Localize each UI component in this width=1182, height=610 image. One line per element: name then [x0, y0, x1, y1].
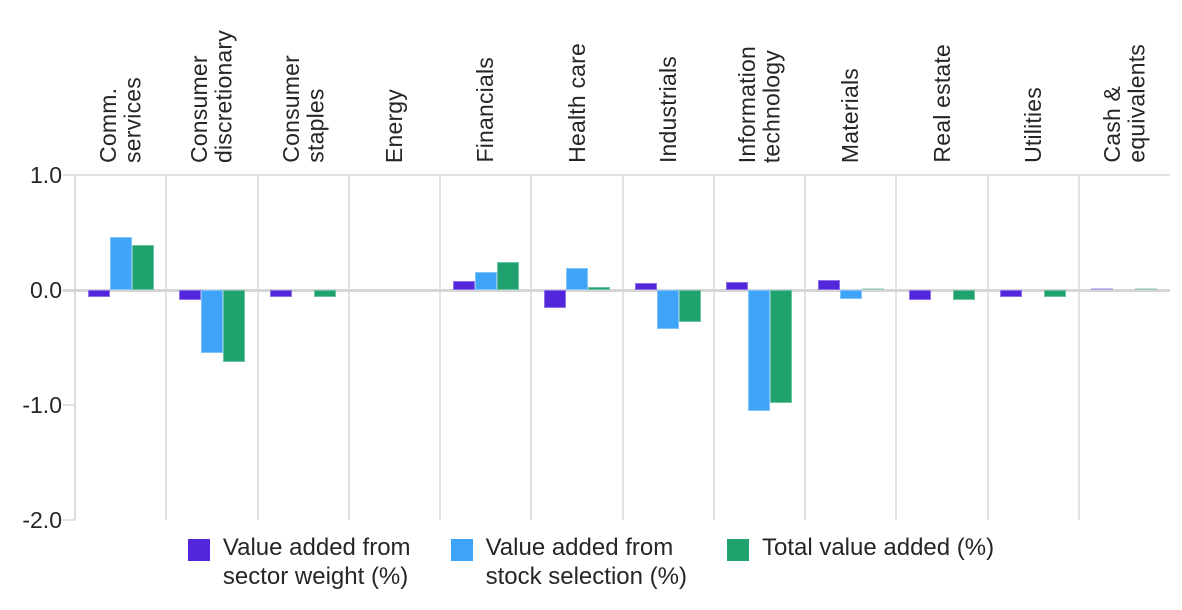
y-tick-label: 1.0	[30, 162, 62, 188]
bar-sector-weight-real-estate	[908, 290, 931, 301]
category-separator	[712, 175, 715, 520]
bar-total-value-added-utilities	[1044, 290, 1067, 297]
category-cell: Financials	[440, 0, 531, 163]
category-cell: Industrials	[623, 0, 714, 163]
category-separator	[347, 175, 350, 520]
bar-sector-weight-comm-services	[87, 290, 110, 297]
category-label-utilities: Utilities	[1019, 87, 1046, 163]
bar-sector-weight-financials	[452, 280, 475, 290]
category-separator	[530, 175, 533, 520]
category-label-consumer-staples: Consumer staples	[277, 55, 329, 163]
category-separator	[1077, 175, 1080, 520]
legend-item-sector-weight: Value added from sector weight (%)	[187, 533, 411, 591]
bar-stock-selection-health-care	[565, 268, 588, 290]
category-separator	[895, 175, 898, 520]
bar-sector-weight-health-care	[543, 290, 566, 309]
bar-stock-selection-information-technology	[748, 290, 771, 411]
category-label-financials: Financials	[472, 57, 499, 163]
category-cell: Consumer discretionary	[166, 0, 257, 163]
y-tick-label: 0.0	[30, 277, 62, 303]
bar-total-value-added-cash-equivalents	[1135, 288, 1158, 290]
category-separator	[256, 175, 259, 520]
category-cell: Materials	[805, 0, 896, 163]
bar-total-value-added-financials	[496, 262, 519, 290]
category-cell: Utilities	[988, 0, 1079, 163]
bar-total-value-added-industrials	[679, 290, 702, 323]
category-separator	[165, 175, 168, 520]
bar-stock-selection-industrials	[657, 290, 680, 330]
category-label-energy: Energy	[381, 88, 408, 163]
zero-line	[63, 288, 1170, 292]
bar-sector-weight-information-technology	[726, 281, 749, 290]
category-label-health-care: Health care	[563, 43, 590, 163]
category-label-industrials: Industrials	[654, 55, 681, 163]
category-cell: Information technology	[714, 0, 805, 163]
y-tick-label: -2.0	[22, 507, 62, 533]
category-label-comm-services: Comm. services	[95, 77, 146, 163]
category-label-materials: Materials	[837, 67, 864, 163]
legend-label-sector-weight: Value added from sector weight (%)	[222, 534, 411, 590]
category-cell: Comm. services	[75, 0, 166, 163]
bar-sector-weight-utilities	[1000, 290, 1023, 297]
legend-swatch-total-value-added	[726, 539, 749, 561]
category-cell: Consumer staples	[258, 0, 349, 163]
y-axis-tick	[63, 519, 75, 521]
category-cell: Energy	[349, 0, 440, 163]
category-separator	[804, 175, 806, 520]
bar-stock-selection-materials	[839, 290, 862, 300]
category-separator	[439, 175, 441, 520]
category-label-real-estate: Real estate	[928, 44, 955, 163]
y-axis-tick	[63, 404, 75, 406]
bar-total-value-added-consumer-staples	[314, 290, 337, 297]
category-separator	[621, 175, 624, 520]
legend-label-stock-selection: Value added from stock selection (%)	[485, 534, 687, 590]
bar-sector-weight-consumer-discretionary	[178, 290, 201, 301]
bar-total-value-added-materials	[861, 288, 884, 290]
bar-sector-weight-cash-equivalents	[1091, 288, 1114, 290]
bar-total-value-added-health-care	[587, 286, 610, 290]
legend-swatch-stock-selection	[450, 539, 473, 561]
category-cell: Cash & equivalents	[1079, 0, 1170, 163]
bar-total-value-added-real-estate	[952, 290, 975, 301]
bar-sector-weight-industrials	[635, 283, 658, 290]
category-separator	[986, 175, 989, 520]
bar-total-value-added-information-technology	[770, 290, 793, 403]
legend: Value added from sector weight (%) Value…	[0, 533, 1182, 591]
bar-sector-weight-materials	[817, 279, 840, 290]
category-cell: Real estate	[896, 0, 987, 163]
category-label-cash-equivalents: Cash & equivalents	[1098, 44, 1150, 163]
bar-sector-weight-consumer-staples	[270, 290, 293, 297]
legend-item-stock-selection: Value added from stock selection (%)	[450, 533, 687, 591]
legend-label-total-value-added: Total value added (%)	[761, 534, 995, 561]
y-tick-label: -1.0	[22, 392, 62, 418]
bar-total-value-added-comm-services	[131, 245, 154, 290]
legend-item-total-value-added: Total value added (%)	[726, 533, 995, 562]
category-label-consumer-discretionary: Consumer discretionary	[186, 30, 237, 163]
top-gridline	[63, 174, 1170, 176]
bar-stock-selection-financials	[474, 271, 497, 290]
bar-total-value-added-consumer-discretionary	[222, 290, 245, 363]
category-cell: Health care	[531, 0, 622, 163]
category-label-information-technology: Information technology	[733, 45, 785, 163]
legend-swatch-sector-weight	[187, 539, 210, 561]
y-axis-line	[74, 175, 76, 520]
bar-stock-selection-comm-services	[109, 237, 132, 290]
bar-stock-selection-consumer-discretionary	[200, 290, 223, 354]
